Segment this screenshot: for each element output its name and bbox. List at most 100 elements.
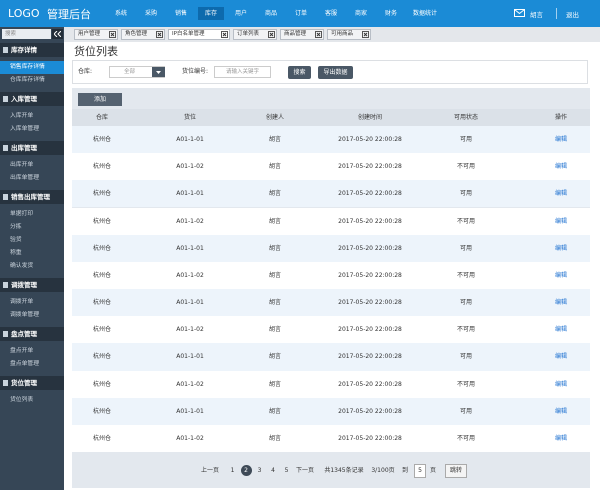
edit-link[interactable]: 编辑 [554, 136, 567, 143]
table-cell: 不可用 [456, 217, 475, 225]
edit-link[interactable]: 编辑 [554, 190, 567, 198]
page-number[interactable]: 5 [284, 467, 289, 474]
table-cell: A01-1-02 [176, 380, 204, 388]
table-cell: 杭州仓 [92, 434, 111, 442]
jump-button[interactable]: 跳转 [445, 464, 467, 478]
tab[interactable]: IP白名单管理 [168, 29, 230, 40]
table-cell: 2017-05-20 22:00:28 [338, 353, 402, 361]
table-cell: 杭州仓 [92, 353, 111, 361]
section-header[interactable]: 库存详情 [0, 43, 64, 57]
nav-item[interactable]: 客服 [324, 10, 337, 17]
section-icon [3, 282, 8, 288]
select-value: 全部 [124, 69, 136, 75]
tab-label: 用户管理 [78, 31, 101, 37]
page-title: 货位列表 [74, 45, 118, 58]
page-number[interactable]: 1 [230, 467, 235, 474]
menu-item[interactable]: 销售库存详情 [0, 61, 64, 74]
nav-item[interactable]: 库存 [198, 7, 224, 20]
tab[interactable]: 用户管理 [74, 29, 118, 40]
nav-item[interactable]: 系统 [114, 10, 127, 17]
menu-item[interactable]: 盘点开单 [10, 348, 34, 354]
menu-item[interactable]: 分拣 [10, 224, 22, 230]
tab[interactable]: 可用商品 [327, 29, 371, 40]
nav-item[interactable]: 销售 [174, 10, 187, 17]
edit-link[interactable]: 编辑 [554, 434, 567, 442]
page-number[interactable]: 2 [240, 465, 252, 476]
nav-item[interactable]: 订单 [294, 10, 307, 17]
tab-close[interactable] [315, 31, 322, 38]
nav-item[interactable]: 商品 [264, 10, 277, 17]
edit-link[interactable]: 编辑 [554, 271, 567, 279]
edit-link[interactable]: 编辑 [554, 244, 567, 252]
collapse-button[interactable] [52, 29, 63, 39]
table-cell: A01-1-01 [176, 407, 204, 415]
export-button[interactable]: 导出数据 [318, 66, 353, 79]
tab[interactable]: 角色管理 [121, 29, 165, 40]
table-row [72, 207, 590, 235]
tab-close[interactable] [156, 31, 163, 38]
section-header[interactable]: 销售出库管理 [0, 190, 64, 204]
nav-item[interactable]: 数据统计 [412, 10, 437, 17]
menu-item[interactable]: 盘点单管理 [10, 361, 39, 367]
edit-link[interactable]: 编辑 [554, 299, 567, 307]
tab[interactable]: 商品管理 [280, 29, 324, 40]
menu-item[interactable]: 出库开单 [10, 162, 34, 168]
search-button[interactable]: 搜索 [288, 66, 311, 79]
tab-close[interactable] [221, 31, 228, 38]
edit-link[interactable]: 编辑 [554, 326, 567, 334]
table-cell: 胡言 [268, 244, 281, 252]
tab-close[interactable] [109, 31, 116, 38]
table-row [72, 397, 590, 425]
user-name[interactable]: 胡言 [530, 11, 543, 19]
table-cell: 胡言 [268, 353, 281, 361]
section-header[interactable]: 调拨管理 [0, 278, 64, 292]
table-cell: A01-1-01 [176, 244, 204, 252]
tab-close[interactable] [268, 31, 275, 38]
menu-item[interactable]: 验货 [10, 237, 22, 243]
edit-link[interactable]: 编辑 [554, 217, 567, 225]
prev-page[interactable]: 上一页 [200, 467, 219, 474]
nav-item[interactable]: 用户 [234, 10, 247, 17]
tab-label: IP白名单管理 [172, 31, 205, 37]
text-input[interactable]: 请输入关键字 [214, 66, 271, 78]
next-page[interactable]: 下一页 [295, 467, 314, 474]
menu-item[interactable]: 出库单管理 [10, 175, 39, 181]
search-input[interactable]: 搜索 [2, 29, 51, 39]
mail-icon[interactable] [514, 9, 525, 17]
table-cell: 杭州仓 [92, 244, 111, 252]
menu-item[interactable]: 单据打印 [10, 211, 34, 217]
edit-link[interactable]: 编辑 [554, 163, 567, 171]
select-arrow[interactable] [152, 67, 165, 77]
edit-link[interactable]: 编辑 [554, 353, 567, 361]
section-icon [3, 380, 8, 386]
nav-item[interactable]: 采购 [144, 10, 157, 17]
logout[interactable]: 退出 [566, 11, 579, 19]
table-cell: A01-1-01 [176, 190, 204, 198]
tab[interactable]: 订单列表 [233, 29, 277, 40]
table-cell: 杭州仓 [92, 380, 111, 388]
goto-input[interactable]: 5 [414, 464, 426, 478]
menu-item[interactable]: 货位列表 [10, 397, 34, 403]
menu-item[interactable]: 仓库库存详情 [10, 77, 45, 83]
menu-item[interactable]: 调拨开单 [10, 299, 34, 305]
menu-item[interactable]: 入库开单 [10, 113, 34, 119]
edit-link[interactable]: 编辑 [554, 380, 567, 388]
section-header[interactable]: 货位管理 [0, 376, 64, 390]
section-header[interactable]: 入库管理 [0, 92, 64, 106]
menu-item[interactable]: 称重 [10, 250, 22, 256]
edit-link[interactable]: 编辑 [554, 407, 567, 415]
menu-item[interactable]: 确认发货 [10, 263, 34, 269]
table-cell: 2017-05-20 22:00:28 [338, 190, 402, 198]
nav-item[interactable]: 商家 [354, 10, 367, 17]
page-number[interactable]: 3 [257, 467, 262, 474]
menu-item[interactable]: 入库单管理 [10, 126, 39, 132]
select[interactable]: 全部 [109, 66, 165, 78]
menu-item[interactable]: 调拨单管理 [10, 312, 39, 318]
section-header[interactable]: 盘点管理 [0, 327, 64, 341]
add-button[interactable]: 添加 [78, 93, 122, 106]
table-cell: 2017-05-20 22:00:28 [338, 217, 402, 225]
page-number[interactable]: 4 [271, 467, 275, 474]
nav-item[interactable]: 财务 [384, 10, 397, 17]
section-header[interactable]: 出库管理 [0, 141, 64, 155]
tab-close[interactable] [362, 31, 369, 38]
